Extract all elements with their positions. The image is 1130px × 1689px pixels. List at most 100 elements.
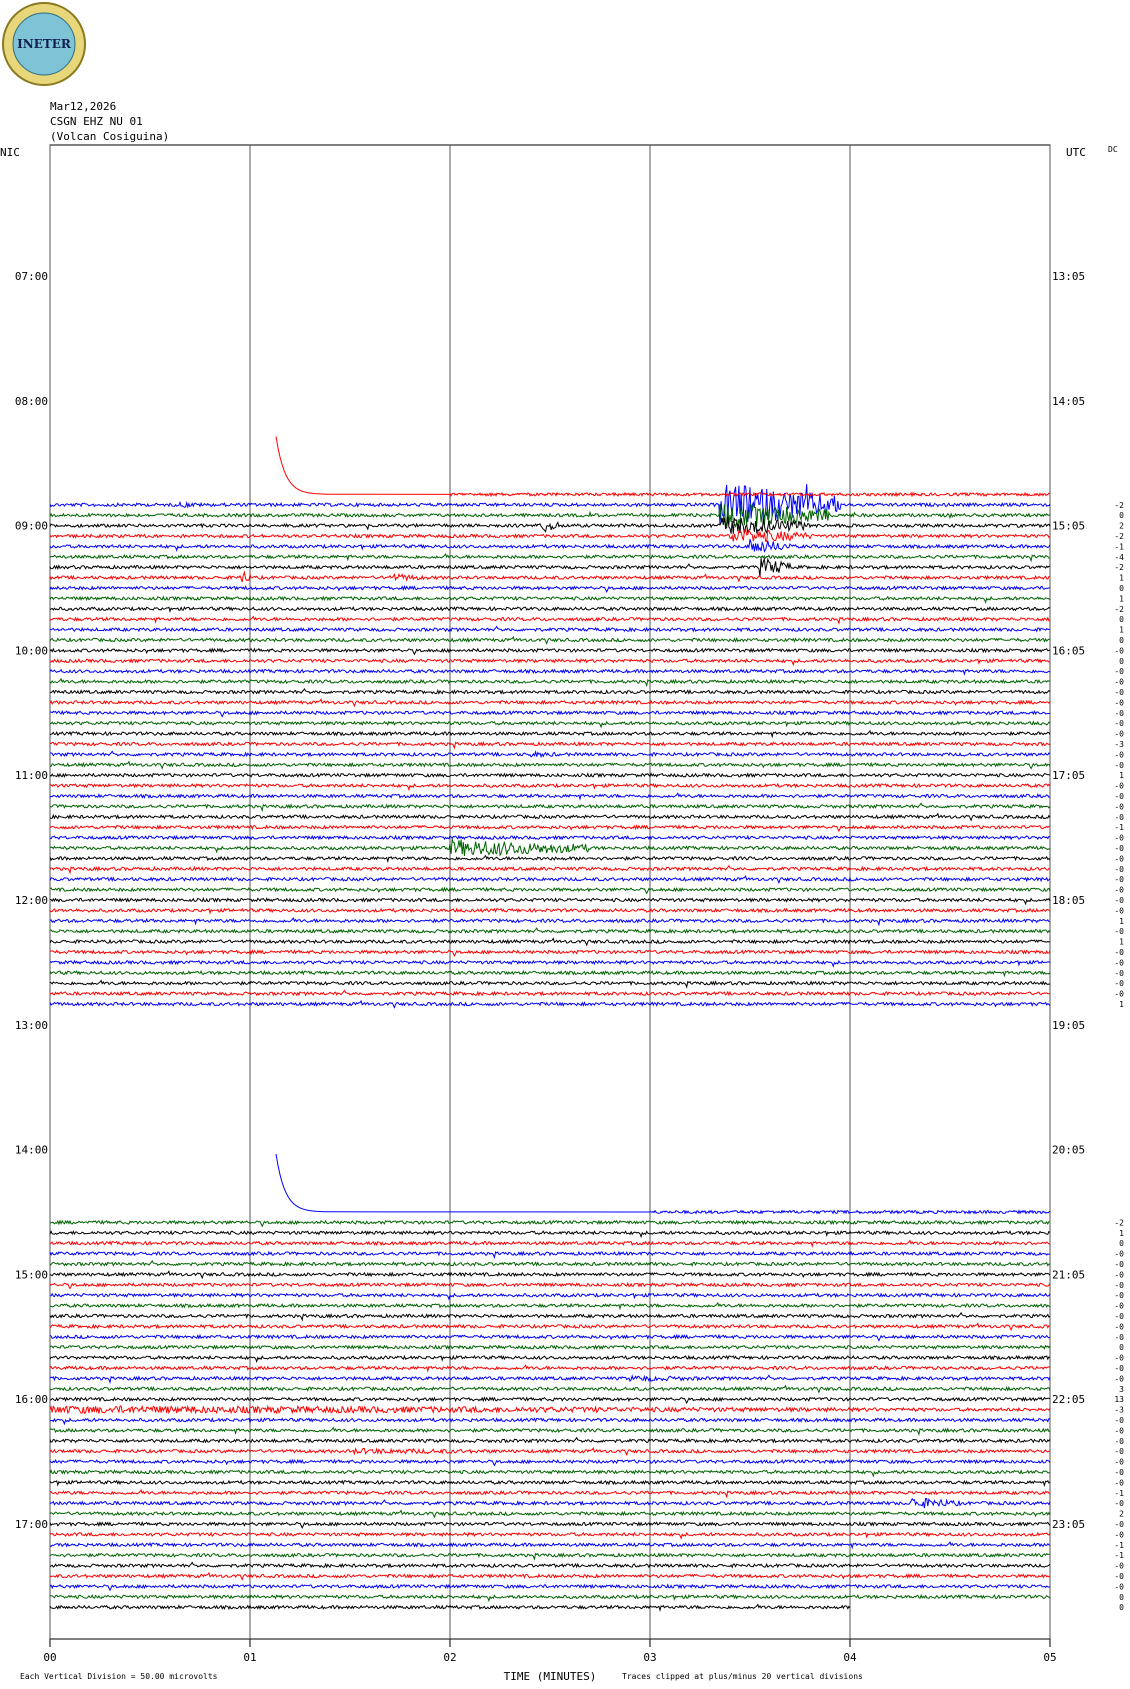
dc-offset: -0 [1114, 1260, 1124, 1269]
trace [49, 605, 1051, 613]
dc-offset: -0 [1114, 802, 1124, 811]
dc-offset: -0 [1114, 1322, 1124, 1331]
dc-offset: -0 [1114, 1478, 1124, 1487]
dc-offset: 1 [1119, 574, 1124, 583]
dc-offset: -0 [1114, 709, 1124, 718]
trace [49, 1396, 1051, 1405]
left-time-label: 07:00 [15, 270, 48, 283]
left-time-label: 10:00 [15, 644, 48, 657]
left-time-label: 08:00 [15, 395, 48, 408]
dc-offset: -1 [1114, 1489, 1124, 1498]
left-time-label: 13:00 [15, 1019, 48, 1032]
dc-offset: -0 [1114, 886, 1124, 895]
dc-offset: -0 [1114, 792, 1124, 801]
trace [49, 839, 1051, 857]
trace [49, 760, 1051, 770]
trace [49, 615, 1051, 625]
dc-offset: -0 [1114, 979, 1124, 988]
trace [49, 772, 1051, 778]
trace [49, 927, 1051, 935]
trace [49, 802, 1051, 813]
trace [49, 834, 1051, 841]
left-zone: NIC [0, 146, 20, 159]
dc-offset: -0 [1114, 1416, 1124, 1425]
trace [49, 812, 1051, 822]
dc-offset: -0 [1114, 678, 1124, 687]
dc-offset: -0 [1114, 782, 1124, 791]
trace [49, 917, 1051, 927]
dc-offset: -0 [1114, 1426, 1124, 1435]
dc-offset: -0 [1114, 1374, 1124, 1383]
x-tick-label: 05 [1043, 1651, 1056, 1664]
dc-offset: -0 [1114, 875, 1124, 884]
dc-offset: -0 [1114, 667, 1124, 676]
trace [49, 1436, 1051, 1444]
dc-offset: 1 [1119, 1000, 1124, 1009]
trace [49, 585, 1051, 593]
trace [49, 1426, 1051, 1437]
trace [49, 1364, 1051, 1373]
dc-offset: -0 [1114, 854, 1124, 863]
trace [49, 1593, 1051, 1603]
trace [49, 896, 1051, 906]
trace [49, 750, 1051, 759]
trace [49, 1239, 1051, 1248]
trace [49, 1270, 1051, 1280]
trace [49, 1354, 1051, 1364]
dc-offset: -3 [1114, 1406, 1124, 1415]
plot-frame [49, 144, 1051, 1640]
dc-offset: -0 [1114, 1562, 1124, 1571]
dc-offset: -1 [1114, 1551, 1124, 1560]
trace [49, 1489, 1051, 1499]
trace [49, 1571, 1051, 1581]
trace [49, 595, 1051, 604]
date: Mar12,2026 [50, 100, 116, 113]
trace [49, 635, 1051, 645]
trace [49, 1479, 1051, 1488]
dc-offset: -0 [1114, 865, 1124, 874]
trace [49, 999, 1051, 1009]
dc-offset: 0 [1119, 1239, 1124, 1248]
trace [49, 907, 1051, 915]
trace [49, 1417, 1051, 1426]
trace [49, 1311, 1051, 1322]
dc-offset: -0 [1114, 1333, 1124, 1342]
left-time-label: 16:00 [15, 1393, 48, 1406]
dc-offset: 2 [1119, 522, 1124, 531]
x-tick-label: 03 [643, 1651, 656, 1664]
trace [49, 969, 1051, 978]
trace [49, 1250, 1050, 1260]
dc-offset: -0 [1114, 834, 1124, 843]
trace [49, 570, 1051, 583]
dc-offset: 0 [1119, 615, 1124, 624]
dc-offset: -0 [1114, 1312, 1124, 1321]
trace [49, 553, 1051, 563]
trace [49, 989, 1051, 997]
right-time-label: 16:05 [1052, 644, 1085, 657]
dc-offset: -2 [1114, 605, 1124, 614]
dc-offset: 2 [1119, 1510, 1124, 1519]
trace [49, 729, 1051, 739]
dc-offset: 1 [1119, 917, 1124, 926]
scale-note: Each Vertical Division = 50.00 microvolt… [20, 1672, 218, 1681]
left-time-label: 15:00 [15, 1268, 48, 1281]
right-time-label: 15:05 [1052, 520, 1085, 533]
x-tick-label: 02 [443, 1651, 456, 1664]
dc-offset: -1 [1114, 542, 1124, 551]
trace [49, 1301, 1051, 1311]
dc-offset: -0 [1114, 1437, 1124, 1446]
trace [50, 1292, 1051, 1301]
trace [49, 1219, 1051, 1228]
dc-offset: 1 [1119, 938, 1124, 947]
dc-offset: -4 [1114, 553, 1124, 562]
trace [49, 557, 1051, 577]
trace [49, 948, 1051, 957]
dc-offset: 0 [1119, 511, 1124, 520]
logo-text: INETER [17, 37, 72, 51]
dc-offset: 1 [1119, 1229, 1124, 1238]
trace [49, 538, 1051, 553]
left-time-label: 12:00 [15, 894, 48, 907]
trace [49, 687, 1051, 695]
trace [49, 1458, 1051, 1467]
dc-offset: -0 [1114, 1572, 1124, 1581]
